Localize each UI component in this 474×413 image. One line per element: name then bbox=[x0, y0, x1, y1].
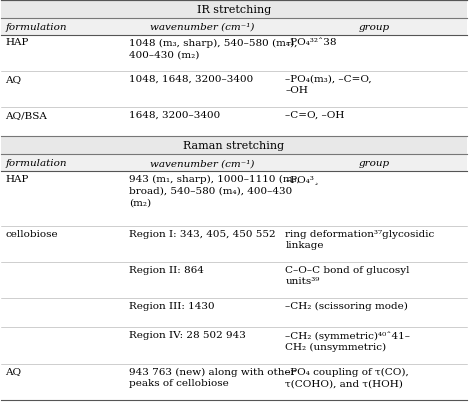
Text: AQ/BSA: AQ/BSA bbox=[5, 111, 47, 120]
Text: –PO₄³²ˆ38: –PO₄³²ˆ38 bbox=[285, 38, 337, 47]
Text: cellobiose: cellobiose bbox=[5, 229, 58, 238]
Text: formulation: formulation bbox=[5, 159, 67, 168]
Text: –PO₄³¸: –PO₄³¸ bbox=[285, 175, 319, 184]
Text: –C=O, –OH: –C=O, –OH bbox=[285, 111, 345, 120]
Text: ring deformation³⁷glycosidic
linkage: ring deformation³⁷glycosidic linkage bbox=[285, 229, 435, 249]
Text: Region IV: 28 502 943: Region IV: 28 502 943 bbox=[129, 330, 246, 339]
Text: HAP: HAP bbox=[5, 38, 29, 47]
Text: wavenumber (cm⁻¹): wavenumber (cm⁻¹) bbox=[150, 159, 255, 168]
Text: –CH₂ (symmetric)⁴⁰ˆ41–
CH₂ (unsymmetric): –CH₂ (symmetric)⁴⁰ˆ41– CH₂ (unsymmetric) bbox=[285, 330, 410, 351]
Text: Raman stretching: Raman stretching bbox=[183, 141, 284, 151]
Text: 943 763 (new) along with other
peaks of cellobiose: 943 763 (new) along with other peaks of … bbox=[129, 367, 296, 387]
Bar bbox=[0, 155, 467, 172]
Text: group: group bbox=[358, 23, 390, 32]
Text: 943 (m₁, sharp), 1000–1110 (m₃,
broad), 540–580 (m₄), 400–430
(m₂): 943 (m₁, sharp), 1000–1110 (m₃, broad), … bbox=[129, 175, 300, 206]
Text: C–O–C bond of glucosyl
units³⁹: C–O–C bond of glucosyl units³⁹ bbox=[285, 265, 410, 286]
Text: group: group bbox=[358, 159, 390, 168]
Text: HAP: HAP bbox=[5, 175, 29, 184]
Text: –PO₄(m₃), –C=O,
–OH: –PO₄(m₃), –C=O, –OH bbox=[285, 75, 372, 95]
Text: Region II: 864: Region II: 864 bbox=[129, 265, 204, 274]
Text: 1048, 1648, 3200–3400: 1048, 1648, 3200–3400 bbox=[129, 75, 253, 83]
Text: –PO₄ coupling of τ(CO),
τ(COHO), and τ(HOH): –PO₄ coupling of τ(CO), τ(COHO), and τ(H… bbox=[285, 367, 409, 387]
Text: Region III: 1430: Region III: 1430 bbox=[129, 301, 215, 311]
Text: –CH₂ (scissoring mode): –CH₂ (scissoring mode) bbox=[285, 301, 408, 311]
Bar bbox=[0, 19, 467, 36]
Text: 1648, 3200–3400: 1648, 3200–3400 bbox=[129, 111, 220, 120]
Text: formulation: formulation bbox=[5, 23, 67, 32]
Bar bbox=[0, 137, 467, 155]
Text: IR stretching: IR stretching bbox=[197, 5, 271, 15]
Text: Region I: 343, 405, 450 552: Region I: 343, 405, 450 552 bbox=[129, 229, 276, 238]
Text: 1048 (m₃, sharp), 540–580 (m₄),
400–430 (m₂): 1048 (m₃, sharp), 540–580 (m₄), 400–430 … bbox=[129, 38, 297, 59]
Text: wavenumber (cm⁻¹): wavenumber (cm⁻¹) bbox=[150, 23, 255, 32]
Text: AQ: AQ bbox=[5, 367, 21, 375]
Bar bbox=[0, 1, 467, 19]
Text: AQ: AQ bbox=[5, 75, 21, 83]
